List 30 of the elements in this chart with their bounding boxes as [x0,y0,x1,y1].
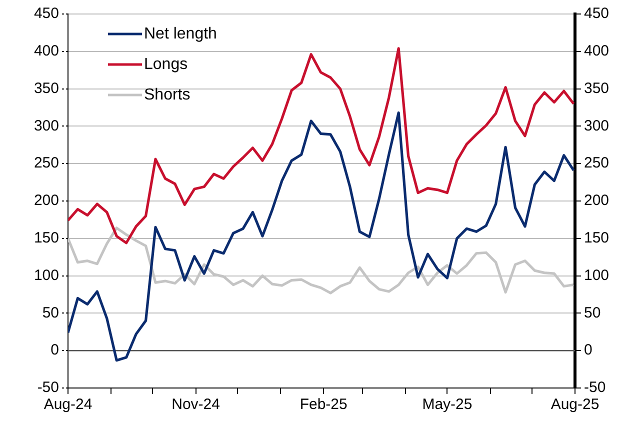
x-tick-label: Nov-24 [172,396,220,414]
y2-tick-label: 0 [584,342,592,359]
y2-tick-label: 150 [584,230,610,247]
x-tick-label: Aug-24 [44,396,92,414]
y2-tick-label: 450 [584,5,610,22]
legend-label: Shorts [144,86,190,104]
y2-tick-label: 400 [584,42,610,60]
y-tick-label: 400 [34,42,59,60]
y-tick-label: 0 [50,342,59,359]
y2-tick-label: 200 [584,192,610,210]
y2-tick-label: 300 [584,117,610,134]
legend-label: Net length [144,25,217,42]
legend-label: Longs [144,56,188,73]
y-tick-label: 50 [42,304,59,322]
y2-tick-label: -50 [584,379,606,396]
x-tick-label: Aug-25 [550,396,600,414]
y2-tick-label: 350 [584,80,610,97]
y-tick-label: -50 [37,379,59,396]
y-tick-label: 250 [34,154,59,172]
y2-tick-label: 50 [584,304,601,322]
x-tick-label: May-25 [422,396,472,414]
y-tick-label: 300 [34,117,59,134]
y-tick-label: 200 [34,192,59,210]
y2-tick-label: 100 [584,266,610,284]
x-tick-label: Feb-25 [300,396,348,414]
y2-tick-label: 250 [584,154,610,172]
y-tick-label: 100 [34,266,59,284]
y-tick-label: 150 [34,230,59,247]
y-tick-label: 350 [34,80,59,97]
y-tick-label: 450 [34,5,59,22]
